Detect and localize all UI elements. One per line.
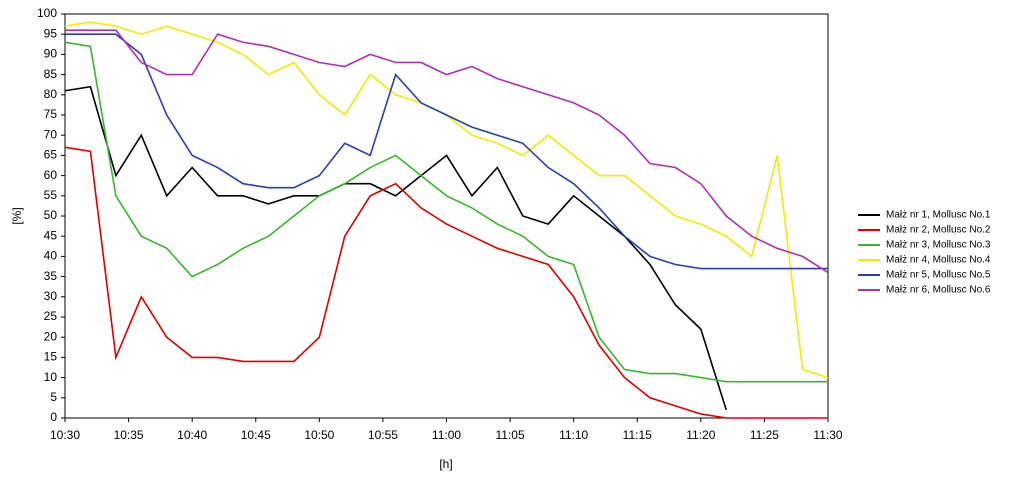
y-tick-label: 50 xyxy=(44,208,58,222)
y-axis-label: [%] xyxy=(10,207,24,224)
y-tick-label: 60 xyxy=(44,168,58,182)
y-tick-label: 65 xyxy=(44,148,58,162)
legend-label: Małż nr 6, Mollusc No.6 xyxy=(886,285,991,296)
series-line xyxy=(65,29,829,274)
x-tick-label: 11:20 xyxy=(686,428,715,442)
series-line xyxy=(64,85,728,411)
y-tick-label: 85 xyxy=(44,67,58,81)
y-tick-label: 75 xyxy=(44,107,58,121)
y-tick-label: 90 xyxy=(44,47,58,61)
y-tick-label: 30 xyxy=(44,289,58,303)
x-tick-label: 11:25 xyxy=(750,428,779,442)
y-tick-label: 5 xyxy=(50,390,57,404)
legend-label: Małż nr 4, Mollusc No.4 xyxy=(886,255,991,266)
y-tick-label: 35 xyxy=(44,269,58,283)
x-tick-label: 11:05 xyxy=(496,428,525,442)
x-tick-label: 11:15 xyxy=(623,428,652,442)
series-line xyxy=(64,146,828,419)
y-tick-label: 40 xyxy=(44,249,58,263)
x-tick-label: 10:30 xyxy=(50,428,80,442)
x-axis-label: [h] xyxy=(439,457,452,471)
y-tick-label: 70 xyxy=(44,127,58,141)
x-tick-label: 10:50 xyxy=(304,428,334,442)
x-tick-label: 10:55 xyxy=(368,428,398,442)
y-tick-label: 95 xyxy=(44,26,58,40)
y-tick-label: 100 xyxy=(37,6,57,20)
legend-label: Małż nr 3, Mollusc No.3 xyxy=(886,240,991,251)
legend: Małż nr 1, Mollusc No.1 Małż nr 2, Mollus… xyxy=(858,210,991,296)
y-tick-label: 45 xyxy=(44,228,58,242)
series-line xyxy=(64,41,828,383)
series-line xyxy=(65,33,828,270)
x-tick-label: 11:30 xyxy=(813,428,842,442)
y-tick-label: 80 xyxy=(44,87,58,101)
y-tick-label: 25 xyxy=(44,309,58,323)
x-tick-label: 10:40 xyxy=(177,428,207,442)
x-tick-label: 10:35 xyxy=(114,428,144,442)
legend-label: Małż nr 5, Mollusc No.5 xyxy=(886,270,991,281)
x-tick-label: 10:45 xyxy=(241,428,271,442)
y-tick-label: 10 xyxy=(44,370,58,384)
legend-label: Małż nr 1, Mollusc No.1 xyxy=(886,210,991,221)
x-tick-label: 11:00 xyxy=(432,428,461,442)
y-tick-label: 15 xyxy=(44,350,58,364)
y-tick-label: 0 xyxy=(50,410,57,424)
y-tick-label: 20 xyxy=(44,329,58,343)
y-tick-label: 55 xyxy=(44,188,58,202)
legend-label: Małż nr 2, Mollusc No.2 xyxy=(886,225,991,236)
x-tick-label: 11:10 xyxy=(559,428,588,442)
